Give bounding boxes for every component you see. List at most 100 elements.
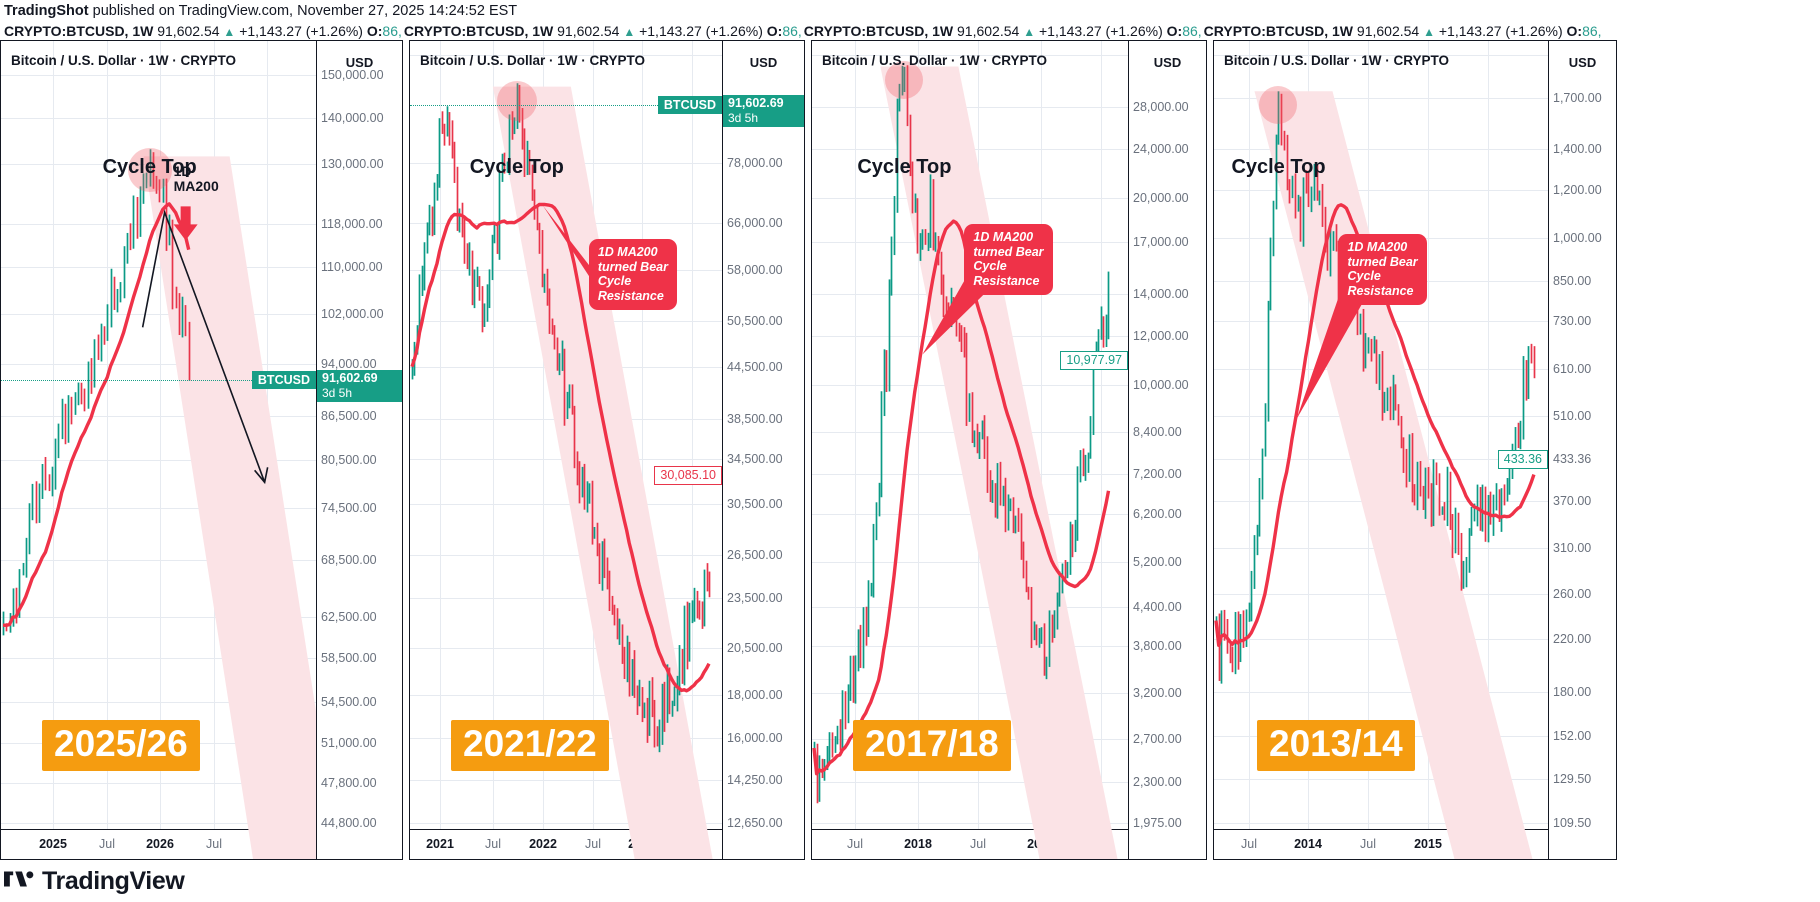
time-axis-tick: 2019 xyxy=(1027,837,1055,851)
plot-area[interactable]: BTCUSD Cycle Top 1D MA200 2025/26 Bitcoin / U… xyxy=(1,41,316,859)
cycle-year-badge: 2021/22 xyxy=(451,720,609,771)
plot-area[interactable]: Cycle Top 1D MA200 turned Bear Cycle Resista… xyxy=(1214,41,1548,859)
gridline-horizontal xyxy=(812,107,1128,108)
price-scale-tick: 1,200.00 xyxy=(1553,183,1602,197)
time-axis-tick: Jul xyxy=(206,837,222,851)
symbol-price-chip[interactable]: BTCUSD xyxy=(251,371,316,389)
price-scale-tick: 118,000.00 xyxy=(321,217,383,231)
time-axis[interactable]: 2025 Jul 2026 Jul 2027 xyxy=(1,829,316,859)
price-scale-tick: 14,000.00 xyxy=(1133,287,1189,301)
price-scale-tick: 86,500.00 xyxy=(321,409,377,423)
quote-change: +1,143.27 (+1.26%) xyxy=(239,23,363,39)
price-scale-tick: 14,250.00 xyxy=(727,773,783,787)
price-scale-tick: 38,500.00 xyxy=(727,412,783,426)
gridline-horizontal xyxy=(410,598,722,599)
time-axis-tick: 2021 xyxy=(426,837,454,851)
price-scale-title: USD xyxy=(345,55,374,70)
gridline-vertical xyxy=(214,41,215,829)
quote-block: CRYPTO:BTCUSD, 1W 91,602.54 ▲ +1,143.27 … xyxy=(804,21,1202,42)
footer-brand: TradingView xyxy=(42,866,185,895)
ma200-callout-label: 1D MA200 xyxy=(173,163,219,195)
gridline-horizontal xyxy=(410,823,722,824)
gridline-horizontal xyxy=(1,460,316,461)
gridline-horizontal xyxy=(1214,501,1548,502)
gridline-horizontal xyxy=(1214,548,1548,549)
plot-area[interactable]: BTCUSD Cycle Top 1D MA200 turned Bear Cycle R… xyxy=(410,41,722,859)
gridline-horizontal xyxy=(1214,55,1548,56)
time-axis-tick: 2025 xyxy=(39,837,67,851)
current-price-tag[interactable]: 91,602.69 3d 5h xyxy=(317,370,402,402)
price-scale[interactable]: USD 78,000.00 66,000.00 58,000.00 50,500.00 4… xyxy=(722,41,804,859)
ma200-resistance-callout: 1D MA200 turned Bear Cycle Resistance xyxy=(964,224,1053,295)
price-scale-tick: 130,000.00 xyxy=(321,157,384,171)
price-scale-tick: 30,500.00 xyxy=(727,497,783,511)
chart-panel-2013-14[interactable]: Cycle Top 1D MA200 turned Bear Cycle Resista… xyxy=(1213,40,1617,860)
chart-panel-2017-18[interactable]: Cycle Top 1D MA200 turned Bear Cycle Resista… xyxy=(811,40,1207,860)
time-axis-tick: 2026 xyxy=(146,837,174,851)
price-scale-tick: 109.50 xyxy=(1553,816,1592,830)
time-axis[interactable]: Jul 2018 Jul 2019 Jul xyxy=(812,829,1128,859)
quote-symbol: CRYPTO:BTCUSD, 1W xyxy=(4,23,154,39)
chart-panel-2025-26[interactable]: BTCUSD Cycle Top 1D MA200 2025/26 Bitcoin / U… xyxy=(0,40,403,860)
ma200-value-tag[interactable]: 30,085.10 xyxy=(654,466,722,485)
gridline-horizontal xyxy=(410,223,722,224)
price-scale-tick: 5,200.00 xyxy=(1133,555,1182,569)
time-axis-tick: Jul xyxy=(684,837,700,851)
gridline-vertical xyxy=(642,41,643,829)
publication-credit-line: TradingShot published on TradingView.com… xyxy=(4,0,1820,21)
chart-title: Bitcoin / U.S. Dollar · 1W · CRYPTO xyxy=(822,53,1048,68)
cycle-year-badge: 2025/26 xyxy=(42,720,200,771)
gridline-horizontal xyxy=(1,823,316,824)
price-scale-tick: 47,800.00 xyxy=(321,776,377,790)
gridline-horizontal xyxy=(410,459,722,460)
gridline-horizontal xyxy=(410,695,722,696)
price-scale-tick: 140,000.00 xyxy=(321,111,384,125)
price-scale-tick: 1,400.00 xyxy=(1553,142,1602,156)
time-axis-tick: Jul xyxy=(485,837,501,851)
price-scale[interactable]: USD 1,700.00 1,400.00 1,200.00 1,000.00 850.0… xyxy=(1548,41,1616,859)
price-scale-tick: 6,200.00 xyxy=(1133,507,1182,521)
last-price-tag[interactable]: 433.36 xyxy=(1497,450,1548,469)
gridline-vertical xyxy=(1428,41,1429,829)
last-price-tag[interactable]: 10,977.97 xyxy=(1060,351,1128,370)
time-axis-tick: Jul xyxy=(1241,837,1257,851)
price-scale-tick: 3,200.00 xyxy=(1133,686,1182,700)
time-axis[interactable]: 2021 Jul 2022 Jul 2023 Jul xyxy=(410,829,722,859)
gridline-vertical xyxy=(53,41,54,829)
quote-open-label: O: xyxy=(1566,23,1583,39)
price-scale-tick: 34,500.00 xyxy=(727,452,783,466)
gridline-horizontal xyxy=(812,646,1128,647)
quote-open-value: 86, xyxy=(1182,23,1202,39)
quote-last: 91,602.54 xyxy=(957,23,1020,39)
footer: TradingView xyxy=(0,860,1820,902)
symbol-price-chip[interactable]: BTCUSD xyxy=(657,96,722,114)
time-axis-tick: Jul xyxy=(585,837,601,851)
price-scale[interactable]: USD 150,000.00 140,000.00 130,000.00 118,000… xyxy=(316,41,402,859)
time-axis[interactable]: Jul 2014 Jul 2015 Jul xyxy=(1214,829,1548,859)
gridline-horizontal xyxy=(1,508,316,509)
gridline-horizontal xyxy=(812,336,1128,337)
price-tag-value: 91,602.69 xyxy=(322,371,378,385)
price-scale-tick: 12,000.00 xyxy=(1133,329,1189,343)
chart-panel-row: BTCUSD Cycle Top 1D MA200 2025/26 Bitcoin / U… xyxy=(0,40,1820,860)
quote-last: 91,602.54 xyxy=(557,23,620,39)
plot-area[interactable]: Cycle Top 1D MA200 turned Bear Cycle Resista… xyxy=(812,41,1128,859)
time-axis-tick: Jul xyxy=(1360,837,1376,851)
quote-block: CRYPTO:BTCUSD, 1W 91,602.54 ▲ +1,143.27 … xyxy=(1204,21,1602,42)
price-scale[interactable]: USD 28,000.00 24,000.00 20,000.00 17,000.00 1… xyxy=(1128,41,1206,859)
cycle-top-marker xyxy=(496,80,537,121)
tradingview-logo-icon xyxy=(4,867,34,896)
quote-open-value: 86, xyxy=(382,23,402,39)
time-axis-tick: 2014 xyxy=(1294,837,1322,851)
current-price-tag[interactable]: 91,602.69 3d 5h xyxy=(723,95,804,127)
price-scale-tick: 2,700.00 xyxy=(1133,732,1182,746)
price-scale-tick: 180.00 xyxy=(1553,685,1592,699)
price-scale-tick: 50,500.00 xyxy=(727,314,783,328)
gridline-horizontal xyxy=(1,416,316,417)
chart-panel-2021-22[interactable]: BTCUSD Cycle Top 1D MA200 turned Bear Cycle R… xyxy=(409,40,805,860)
gridline-vertical xyxy=(1488,41,1489,829)
gridline-horizontal xyxy=(1,560,316,561)
time-axis-tick: Jul xyxy=(847,837,863,851)
time-axis-tick: 2023 xyxy=(628,837,656,851)
gridline-vertical xyxy=(593,41,594,829)
